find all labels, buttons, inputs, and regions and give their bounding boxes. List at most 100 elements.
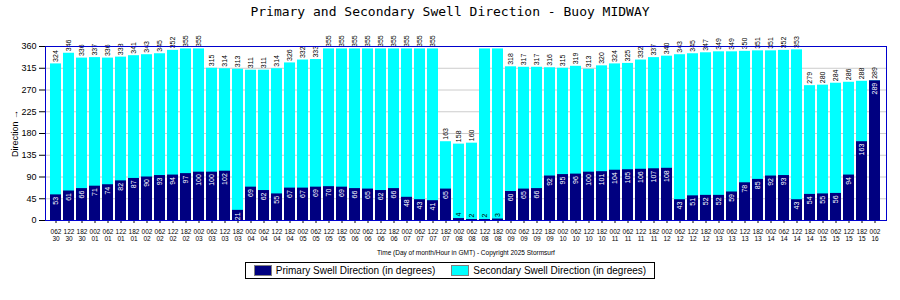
svg-text:78: 78 [741, 185, 748, 193]
svg-text:349: 349 [728, 38, 735, 50]
svg-text:163: 163 [442, 128, 449, 140]
svg-text:65: 65 [442, 191, 449, 199]
svg-text:60: 60 [507, 193, 514, 201]
svg-text:59: 59 [728, 194, 735, 202]
svg-text:18230: 18230 [77, 228, 88, 242]
svg-text:00214: 00214 [766, 228, 777, 242]
svg-text:06203: 06203 [207, 228, 218, 242]
svg-text:346: 346 [65, 39, 72, 51]
svg-text:18206: 18206 [389, 228, 400, 242]
svg-text:355: 355 [390, 35, 397, 47]
svg-text:314: 314 [273, 55, 280, 67]
svg-text:90: 90 [26, 172, 36, 182]
svg-text:100: 100 [585, 174, 592, 186]
svg-text:18210: 18210 [597, 228, 608, 242]
svg-text:18215: 18215 [857, 228, 868, 242]
svg-text:18209: 18209 [545, 228, 556, 242]
svg-text:61: 61 [65, 193, 72, 201]
svg-text:82: 82 [117, 183, 124, 191]
svg-text:100: 100 [208, 174, 215, 186]
svg-text:324: 324 [52, 50, 59, 62]
svg-text:43: 43 [676, 202, 683, 210]
svg-text:92: 92 [546, 178, 553, 186]
svg-text:45: 45 [26, 194, 36, 204]
svg-text:286: 286 [845, 68, 852, 80]
svg-text:315: 315 [559, 54, 566, 66]
svg-text:225: 225 [21, 107, 36, 117]
svg-text:52: 52 [715, 197, 722, 205]
svg-text:85: 85 [754, 181, 761, 189]
svg-text:3: 3 [494, 213, 501, 217]
svg-text:06213: 06213 [727, 228, 738, 242]
svg-text:06206: 06206 [363, 228, 374, 242]
svg-text:48: 48 [403, 199, 410, 207]
svg-text:00208: 00208 [454, 228, 465, 242]
svg-text:66: 66 [390, 191, 397, 199]
svg-text:21: 21 [234, 212, 241, 220]
svg-text:92: 92 [767, 178, 774, 186]
svg-text:337: 337 [650, 44, 657, 56]
svg-text:06230: 06230 [51, 228, 62, 242]
svg-text:66: 66 [533, 191, 540, 199]
svg-text:18212: 18212 [701, 228, 712, 242]
svg-text:12214: 12214 [792, 228, 803, 242]
svg-text:332: 332 [299, 46, 306, 58]
svg-text:345: 345 [156, 40, 163, 52]
svg-text:12230: 12230 [64, 228, 75, 242]
svg-text:00211: 00211 [610, 228, 621, 242]
svg-text:355: 355 [182, 35, 189, 47]
svg-text:18207: 18207 [441, 228, 452, 242]
svg-text:18203: 18203 [233, 228, 244, 242]
svg-text:18201: 18201 [129, 228, 140, 242]
svg-text:317: 317 [520, 53, 527, 65]
svg-text:56: 56 [832, 195, 839, 203]
svg-text:279: 279 [806, 72, 813, 84]
svg-text:00213: 00213 [714, 228, 725, 242]
svg-text:18204: 18204 [285, 228, 296, 242]
svg-text:00212: 00212 [662, 228, 673, 242]
svg-text:12205: 12205 [324, 228, 335, 242]
svg-text:12207: 12207 [428, 228, 439, 242]
svg-text:00206: 00206 [350, 228, 361, 242]
svg-text:06207: 06207 [415, 228, 426, 242]
svg-text:12208: 12208 [480, 228, 491, 242]
svg-text:2: 2 [468, 214, 475, 218]
svg-text:326: 326 [286, 49, 293, 61]
svg-text:350: 350 [741, 38, 748, 50]
svg-text:69: 69 [247, 189, 254, 197]
svg-text:313: 313 [234, 55, 241, 67]
svg-text:71: 71 [91, 188, 98, 196]
svg-text:00209: 00209 [506, 228, 517, 242]
svg-text:69: 69 [312, 189, 319, 197]
svg-text:06210: 06210 [571, 228, 582, 242]
svg-text:00216: 00216 [870, 228, 881, 242]
svg-text:06209: 06209 [519, 228, 530, 242]
svg-text:62: 62 [260, 192, 267, 200]
svg-text:97: 97 [182, 176, 189, 184]
svg-text:66: 66 [351, 191, 358, 199]
svg-text:102: 102 [221, 173, 228, 185]
svg-text:341: 341 [130, 42, 137, 54]
svg-text:347: 347 [702, 39, 709, 51]
svg-text:Direction →: Direction → [10, 110, 20, 157]
svg-text:65: 65 [364, 191, 371, 199]
svg-text:355: 355 [351, 35, 358, 47]
svg-text:284: 284 [832, 69, 839, 81]
svg-text:18211: 18211 [649, 228, 660, 242]
svg-text:52: 52 [702, 197, 709, 205]
svg-text:12212: 12212 [688, 228, 699, 242]
svg-text:00203: 00203 [194, 228, 205, 242]
svg-text:324: 324 [611, 50, 618, 62]
svg-text:135: 135 [21, 150, 36, 160]
svg-text:12206: 12206 [376, 228, 387, 242]
svg-text:55: 55 [819, 196, 826, 204]
svg-text:311: 311 [260, 57, 267, 68]
svg-text:12203: 12203 [220, 228, 231, 242]
svg-text:18213: 18213 [753, 228, 764, 242]
svg-text:345: 345 [689, 40, 696, 52]
svg-text:311: 311 [247, 57, 254, 68]
svg-text:0: 0 [31, 215, 36, 225]
svg-text:318: 318 [507, 53, 514, 65]
svg-text:43: 43 [793, 202, 800, 210]
svg-text:93: 93 [780, 177, 787, 185]
